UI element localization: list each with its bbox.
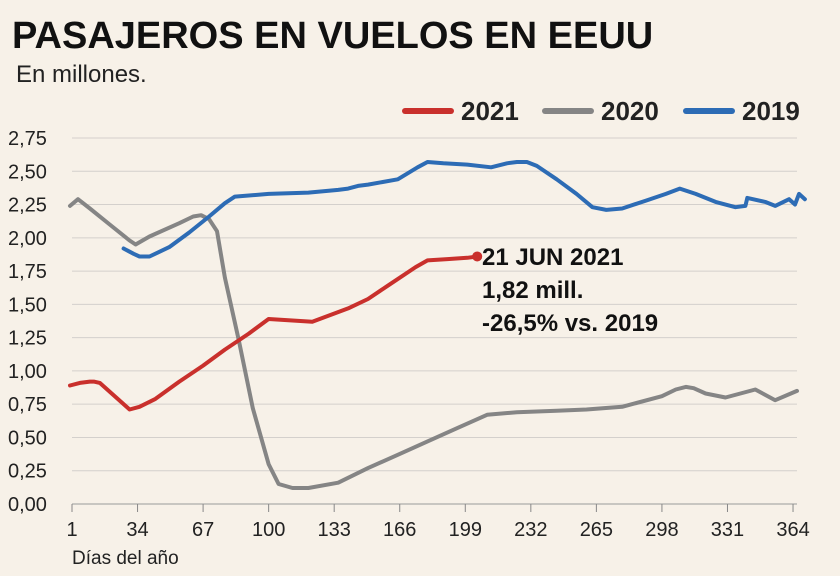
x-tick-label: 166 bbox=[383, 519, 416, 541]
annotation-date: 21 JUN 2021 bbox=[482, 244, 623, 271]
x-axis-label: Días del año bbox=[72, 548, 179, 569]
y-tick-label: 1,00 bbox=[8, 361, 47, 383]
annotation: 21 JUN 2021 1,82 mill. -26,5% vs. 2019 bbox=[482, 244, 658, 337]
y-tick-label: 2,00 bbox=[8, 228, 47, 250]
y-tick-label: 0,00 bbox=[8, 494, 47, 516]
x-tick-label: 133 bbox=[318, 519, 351, 541]
legend: 2021 2020 2019 bbox=[402, 96, 800, 126]
chart-title: PASAJEROS EN VUELOS EN EEUU bbox=[12, 15, 653, 57]
y-tick-label: 0,50 bbox=[8, 427, 47, 449]
legend-label-2020: 2020 bbox=[601, 96, 659, 126]
series-line-2020 bbox=[68, 197, 799, 490]
x-tick-label: 265 bbox=[580, 519, 613, 541]
x-tick-label: 331 bbox=[711, 519, 744, 541]
x-tick-label: 100 bbox=[252, 519, 285, 541]
x-tick-label: 67 bbox=[192, 519, 214, 541]
y-tick-label: 1,75 bbox=[8, 261, 47, 283]
x-tick-label: 232 bbox=[514, 519, 547, 541]
x-tick-label: 364 bbox=[776, 519, 809, 541]
y-tick-label: 2,25 bbox=[8, 195, 47, 217]
series-end-marker-2021 bbox=[472, 251, 483, 262]
chart-subtitle: En millones. bbox=[16, 61, 147, 88]
series-line-2021 bbox=[68, 254, 480, 412]
y-tick-label: 0,25 bbox=[8, 461, 47, 483]
annotation-change: -26,5% vs. 2019 bbox=[482, 310, 658, 337]
series-line-2019 bbox=[121, 160, 807, 259]
y-tick-label: 2,75 bbox=[8, 128, 47, 150]
y-tick-label: 1,50 bbox=[8, 294, 47, 316]
x-axis-ticks: 1 34 67 100 133 166 199 232 265 298 331 364 bbox=[66, 504, 810, 541]
y-tick-label: 2,50 bbox=[8, 161, 47, 183]
legend-label-2021: 2021 bbox=[461, 96, 519, 126]
legend-label-2019: 2019 bbox=[742, 96, 800, 126]
y-axis-ticks: 0,00 0,25 0,50 0,75 1,00 1,25 1,50 1,75 2,00 2,25… bbox=[8, 128, 47, 516]
y-tick-label: 0,75 bbox=[8, 394, 47, 416]
x-tick-label: 298 bbox=[645, 519, 678, 541]
annotation-value: 1,82 mill. bbox=[482, 277, 583, 304]
x-tick-label: 199 bbox=[449, 519, 482, 541]
series-lines bbox=[68, 160, 807, 490]
x-tick-label: 34 bbox=[126, 519, 148, 541]
x-tick-label: 1 bbox=[66, 519, 77, 541]
y-tick-label: 1,25 bbox=[8, 328, 47, 350]
